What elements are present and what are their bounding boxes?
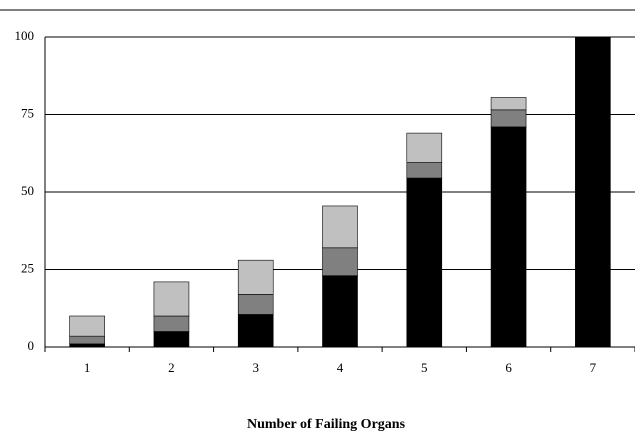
y-tick-label: 25: [21, 260, 34, 275]
bar-segment: [575, 36, 611, 348]
bar-segment: [237, 293, 274, 315]
bar-segment: [322, 275, 358, 348]
y-tick-label: 75: [21, 105, 34, 120]
bar-segment: [237, 314, 274, 348]
bar-segment: [322, 205, 358, 249]
bar-segment: [153, 281, 190, 317]
y-tick-label: 100: [15, 28, 35, 43]
y-tick-label: 0: [28, 338, 35, 353]
bar-segment: [69, 315, 105, 337]
x-tick-label: 7: [590, 360, 597, 375]
bar-segment: [490, 109, 527, 128]
bar-segment: [490, 97, 527, 111]
bar-segment: [490, 126, 527, 348]
bar-segment: [69, 335, 105, 345]
x-tick-label: 2: [168, 360, 175, 375]
bar-segment: [237, 259, 274, 295]
bar-segment: [69, 343, 105, 348]
bar-segment: [322, 247, 358, 277]
x-tick-label: 1: [84, 360, 91, 375]
x-axis-title: Number of Failing Organs: [247, 417, 406, 432]
y-tick-label: 50: [21, 183, 34, 198]
bar-segment: [153, 331, 190, 348]
bar-segment: [406, 177, 443, 348]
x-tick-label: 5: [421, 360, 428, 375]
bar-segment: [153, 315, 190, 332]
bar-segment: [406, 132, 443, 163]
x-tick-label: 3: [252, 360, 259, 375]
x-tick-label: 4: [337, 360, 344, 375]
x-tick-label: 6: [505, 360, 512, 375]
bar-segment: [406, 162, 443, 179]
